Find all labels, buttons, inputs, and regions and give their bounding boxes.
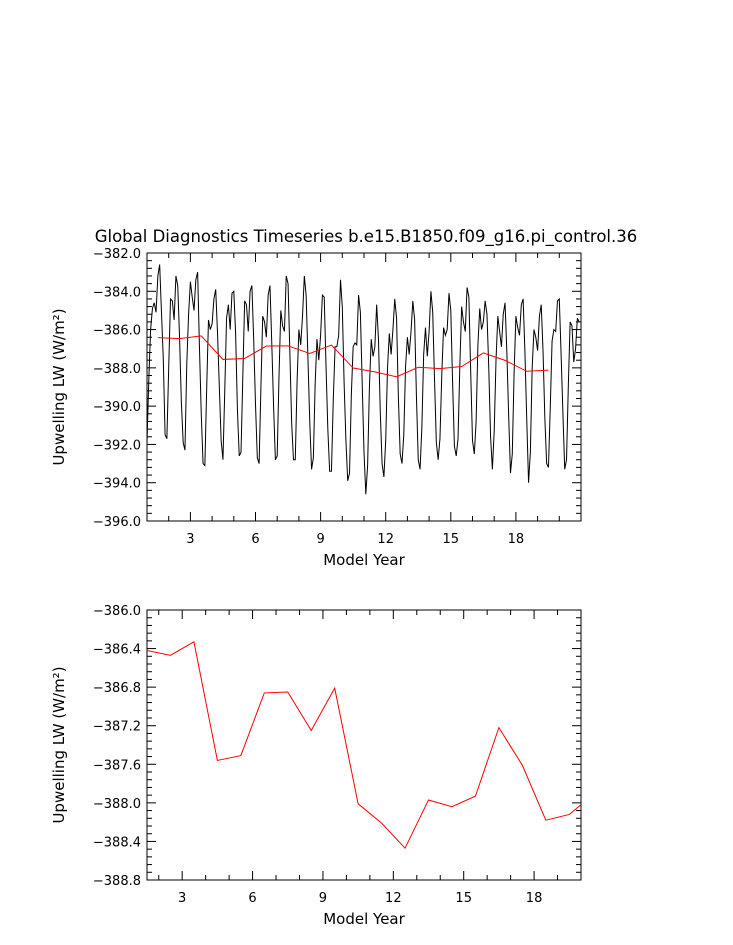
monthly-and-annual-chart: 3 6 9 12 15 18 −382.0 −384.0 −386.0 −388.0 −390.0 −… [50,247,582,569]
y-tick-label: −384.0 [93,285,141,300]
y-tick-label: −386.8 [93,681,141,696]
plot-frame [146,252,582,522]
y-axis-label: Upwelling LW (W/m²) [50,666,68,823]
y-tick-label: −394.0 [93,477,141,492]
x-axis-label: Model Year [323,551,405,569]
figure-title: Global Diagnostics Timeseries b.e15.B185… [95,227,638,247]
x-tick-label: 3 [178,891,186,906]
annual-mean-chart: 3 6 9 12 15 18 −386.0 −386.4 −386.8 −387.2 −387.6 −… [50,604,582,928]
y-tick-label: −387.6 [93,758,141,773]
y-tick-label: −396.0 [93,515,141,530]
plot-frame [146,609,582,881]
y-tick-label: −388.8 [93,874,141,889]
x-tick-label: 18 [508,532,525,547]
y-axis-label: Upwelling LW (W/m²) [50,308,68,465]
x-tick-label: 15 [455,891,472,906]
x-tick-label: 6 [251,532,259,547]
x-tick-label: 12 [385,891,402,906]
y-tick-label: −386.4 [93,643,141,658]
y-tick-label: −392.0 [93,438,141,453]
y-tick-label: −388.0 [93,362,141,377]
y-tick-label: −388.4 [93,835,141,850]
x-axis-label: Model Year [323,910,405,928]
y-tick-label: −390.0 [93,400,141,415]
x-tick-label: 12 [377,532,394,547]
annual-mean-series-line [147,641,581,850]
x-tick-label: 18 [526,891,543,906]
y-tick-label: −387.2 [93,720,141,735]
x-tick-label: 9 [319,891,327,906]
monthly-series-line [147,264,580,495]
annual-mean-series-line [157,335,549,378]
x-tick-label: 6 [248,891,256,906]
y-tick-label: −386.0 [93,324,141,339]
x-tick-label: 15 [443,532,460,547]
x-tick-label: 9 [316,532,324,547]
y-tick-label: −382.0 [93,247,141,262]
x-tick-label: 3 [186,532,194,547]
y-tick-label: −388.0 [93,797,141,812]
y-tick-label: −386.0 [93,604,141,619]
